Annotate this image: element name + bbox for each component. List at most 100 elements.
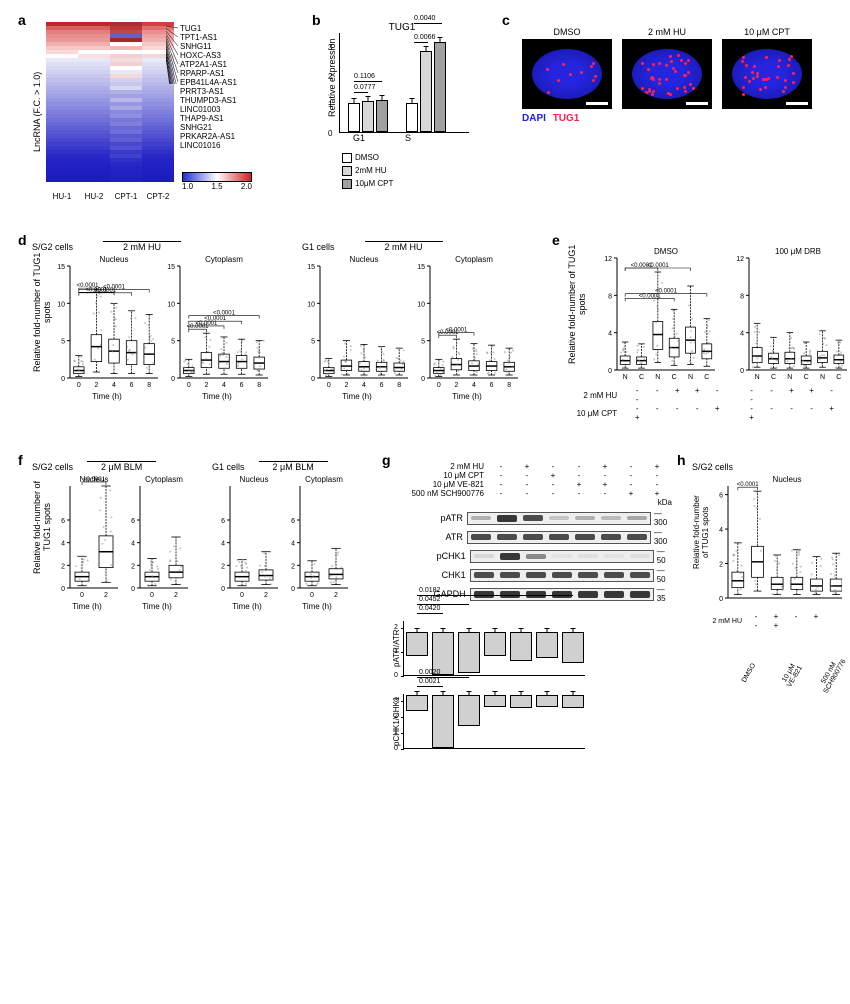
svg-text:4: 4: [221, 541, 225, 548]
b-legend: DMSO2mM HU10μM CPT: [342, 151, 477, 190]
svg-text:2: 2: [719, 562, 723, 569]
panel-h: S/G2 cells Relative fold-number of TUG1 …: [692, 462, 842, 680]
bar: [406, 103, 418, 132]
gene-label: HOXC-AS3: [180, 51, 237, 60]
svg-text:0: 0: [310, 592, 314, 599]
svg-text:2: 2: [131, 563, 135, 570]
boxplot: 04812NCNCNC100 μM DRB: [731, 244, 850, 384]
svg-text:0: 0: [150, 592, 154, 599]
bar: [362, 101, 374, 132]
svg-text:C: C: [704, 374, 709, 381]
svg-text:N: N: [655, 374, 660, 381]
svg-text:C: C: [672, 374, 677, 381]
svg-text:<0.0001: <0.0001: [103, 285, 126, 291]
quant-chart: pATR/ATR 012 0.0420 0.0452 0.0182: [392, 621, 672, 676]
svg-text:Cytoplasm: Cytoplasm: [455, 255, 493, 264]
gene-label: THUMPD3-AS1: [180, 96, 237, 105]
cell-image: [622, 39, 712, 109]
panel-d-label: d: [18, 232, 27, 248]
legend-item: 10μM CPT: [342, 177, 477, 190]
svg-text:<0.0001: <0.0001: [445, 328, 468, 334]
svg-text:0: 0: [171, 376, 175, 383]
svg-text:0: 0: [131, 586, 135, 593]
svg-text:0: 0: [740, 368, 744, 375]
svg-text:Nucleus: Nucleus: [773, 475, 802, 484]
c-tug1-label: TUG1: [553, 113, 580, 124]
svg-text:2: 2: [291, 563, 295, 570]
a-heatmap: [46, 22, 174, 192]
svg-text:<0.0001: <0.0001: [204, 316, 227, 322]
svg-text:8: 8: [740, 293, 744, 300]
legend-item: 2mM HU: [342, 164, 477, 177]
cell-image: [522, 39, 612, 109]
svg-text:10: 10: [167, 301, 175, 308]
gene-label: PRRT3-AS1: [180, 87, 237, 96]
svg-text:6: 6: [130, 382, 134, 389]
svg-text:4: 4: [112, 382, 116, 389]
a-gene-list: TUG1TPT1-AS1SNHG11HOXC-AS3ATP2A1-AS1RPAR…: [180, 24, 237, 192]
quant-chart: pCHK1/CHK1 0123 0.0021 0.0020: [392, 694, 672, 749]
panel-h-plot: Relative fold-number of TUG1 spots0246<0…: [692, 472, 842, 680]
a-ylabel: LncRNA (F.C. > 1.0): [32, 32, 42, 192]
svg-text:8: 8: [397, 382, 401, 389]
svg-text:DMSO: DMSO: [654, 247, 678, 256]
svg-text:12: 12: [604, 256, 612, 263]
boxplot: 04812NCNCNC<0.0001<0.0001<0.0001<0.0001D…: [599, 244, 719, 384]
svg-text:0: 0: [608, 368, 612, 375]
svg-text:0: 0: [61, 586, 65, 593]
heatmap-cell: [110, 178, 142, 182]
svg-text:0: 0: [240, 592, 244, 599]
svg-text:C: C: [771, 374, 776, 381]
boxplot: 05101502468<0.0001<0.0001<0.0001<0.0001N…: [52, 252, 162, 401]
svg-text:N: N: [688, 374, 693, 381]
svg-text:2: 2: [221, 563, 225, 570]
gene-label: SNHG11: [180, 42, 237, 51]
svg-text:4: 4: [291, 541, 295, 548]
svg-text:6: 6: [240, 382, 244, 389]
gene-label: TPT1-AS1: [180, 33, 237, 42]
c-dapi-label: DAPI: [522, 113, 546, 124]
svg-text:C: C: [804, 374, 809, 381]
svg-text:6: 6: [490, 382, 494, 389]
svg-text:4: 4: [740, 331, 744, 338]
cell-image: [722, 39, 812, 109]
panel-f: S/G2 cells2 μM BLMRelative fold-number o…: [32, 462, 372, 611]
svg-text:10: 10: [417, 301, 425, 308]
svg-text:Nucleus: Nucleus: [80, 475, 109, 484]
svg-text:6: 6: [380, 382, 384, 389]
svg-text:6: 6: [61, 518, 65, 525]
panel-e: Relative fold-number of TUG1 spots04812N…: [567, 244, 842, 422]
boxplot: 05101502468<0.0001<0.0001<0.0001<0.0001C…: [162, 252, 272, 401]
bar: [434, 42, 446, 132]
svg-text:N: N: [787, 374, 792, 381]
svg-text:4: 4: [61, 541, 65, 548]
gene-label: RPARP-AS1: [180, 69, 237, 78]
svg-text:0: 0: [437, 382, 441, 389]
svg-text:0: 0: [291, 586, 295, 593]
svg-text:15: 15: [167, 264, 175, 271]
gene-label: TUG1: [180, 24, 237, 33]
svg-text:6: 6: [291, 518, 295, 525]
svg-text:N: N: [755, 374, 760, 381]
blot-row: CHK1 — 50: [392, 566, 672, 584]
panel-g: 2 mM HU-+--+-+10 μM CPT--+----10 μM VE-8…: [392, 462, 672, 749]
svg-text:10: 10: [307, 301, 315, 308]
gene-label: PRKAR2A-AS1: [180, 132, 237, 141]
svg-text:4: 4: [131, 541, 135, 548]
svg-text:0: 0: [421, 376, 425, 383]
svg-text:5: 5: [421, 339, 425, 346]
gene-label: LINC01003: [180, 105, 237, 114]
blot-row: ATR — 300: [392, 528, 672, 546]
svg-text:Nucleus: Nucleus: [350, 255, 379, 264]
svg-text:6: 6: [719, 493, 723, 500]
panel-g-label: g: [382, 452, 391, 468]
svg-text:<0.0001: <0.0001: [655, 289, 678, 295]
svg-text:8: 8: [257, 382, 261, 389]
heatmap-cell: [46, 178, 78, 182]
svg-text:15: 15: [57, 264, 65, 271]
svg-text:0: 0: [221, 586, 225, 593]
svg-text:C: C: [836, 374, 841, 381]
bar: [376, 100, 388, 132]
gene-label: SNHG21: [180, 123, 237, 132]
b-title: TUG1: [327, 22, 477, 33]
